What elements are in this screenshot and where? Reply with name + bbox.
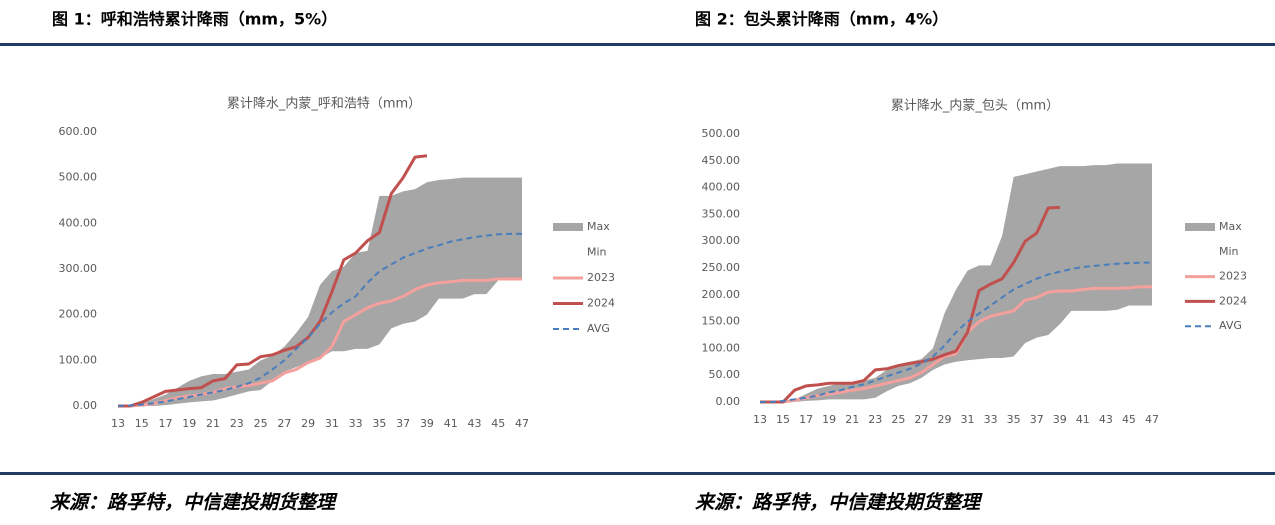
x-tick-label: 27 (914, 413, 928, 426)
y-tick-label: 300.00 (702, 234, 741, 247)
x-tick-label: 39 (420, 417, 434, 430)
series-line (760, 205, 1060, 404)
chart-title: 累计降水_内蒙_呼和浩特（mm） (227, 96, 421, 112)
legend-label: 2023 (587, 271, 615, 284)
legend-label: Min (587, 246, 607, 259)
x-tick-label: 25 (891, 413, 905, 426)
bottom-rule (0, 472, 1275, 475)
figure-caption: 图 1：呼和浩特累计降雨（mm，5%） (52, 10, 337, 29)
x-tick-label: 19 (822, 413, 836, 426)
x-tick-label: 39 (1053, 413, 1067, 426)
y-tick-label: 100.00 (59, 353, 98, 366)
x-tick-label: 29 (301, 417, 315, 430)
x-tick-label: 45 (491, 417, 505, 430)
y-tick-label: 300.00 (59, 262, 98, 275)
x-tick-label: 41 (1076, 413, 1090, 426)
top-rule (0, 43, 1275, 46)
legend-label: Max (587, 220, 610, 233)
x-tick-label: 15 (135, 417, 149, 430)
y-tick-label: 0.00 (716, 395, 741, 408)
legend-label: 2024 (1219, 294, 1247, 307)
x-tick-label: 19 (182, 417, 196, 430)
x-tick-label: 43 (1099, 413, 1113, 426)
area-band (760, 305, 1152, 402)
x-tick-label: 31 (325, 417, 339, 430)
x-tick-label: 17 (159, 417, 173, 430)
x-tick-label: 47 (1145, 413, 1159, 426)
y-tick-label: 350.00 (702, 207, 741, 220)
y-tick-label: 450.00 (702, 154, 741, 167)
legend-label: AVG (587, 322, 610, 335)
y-tick-label: 250.00 (702, 261, 741, 274)
legend-label: AVG (1219, 319, 1242, 332)
y-tick-label: 400.00 (59, 216, 98, 229)
x-tick-label: 27 (277, 417, 291, 430)
x-tick-label: 13 (111, 417, 125, 430)
x-tick-label: 43 (467, 417, 481, 430)
series-line (760, 285, 1152, 404)
x-tick-label: 33 (349, 417, 363, 430)
x-tick-label: 21 (206, 417, 220, 430)
legend-swatch (553, 248, 583, 257)
x-tick-label: 33 (984, 413, 998, 426)
x-tick-label: 15 (776, 413, 790, 426)
y-tick-label: 150.00 (702, 315, 741, 328)
x-tick-label: 37 (396, 417, 410, 430)
figure-caption: 图 2：包头累计降雨（mm，4%） (695, 10, 948, 29)
x-tick-label: 45 (1122, 413, 1136, 426)
x-tick-label: 41 (444, 417, 458, 430)
chart-title: 累计降水_内蒙_包头（mm） (891, 98, 1059, 114)
y-tick-label: 600.00 (59, 125, 98, 138)
series-line (118, 277, 522, 408)
legend-label: 2023 (1219, 270, 1247, 283)
x-tick-label: 23 (230, 417, 244, 430)
x-tick-label: 25 (254, 417, 268, 430)
y-tick-label: 50.00 (709, 368, 741, 381)
x-tick-label: 47 (515, 417, 529, 430)
x-tick-label: 35 (372, 417, 386, 430)
y-tick-label: 500.00 (702, 127, 741, 140)
y-tick-label: 100.00 (702, 341, 741, 354)
y-tick-label: 200.00 (702, 288, 741, 301)
source-note: 来源：路孚特，中信建投期货整理 (50, 492, 338, 514)
x-tick-label: 29 (937, 413, 951, 426)
series-line (760, 261, 1152, 403)
source-note: 来源：路孚特，中信建投期货整理 (695, 492, 983, 514)
x-tick-label: 37 (1030, 413, 1044, 426)
y-tick-label: 500.00 (59, 171, 98, 184)
area-band (118, 280, 522, 406)
legend-label: Max (1219, 220, 1242, 233)
x-tick-label: 23 (868, 413, 882, 426)
legend-label: 2024 (587, 297, 615, 310)
series-line (118, 154, 428, 408)
legend-swatch (1185, 223, 1215, 231)
x-tick-label: 31 (961, 413, 975, 426)
legend-swatch (1185, 247, 1215, 256)
legend-label: Min (1219, 245, 1239, 258)
legend-swatch (553, 223, 583, 231)
x-tick-label: 13 (753, 413, 767, 426)
x-tick-label: 21 (845, 413, 859, 426)
y-tick-label: 400.00 (702, 181, 741, 194)
y-tick-label: 200.00 (59, 308, 98, 321)
x-tick-label: 35 (1007, 413, 1021, 426)
y-tick-label: 0.00 (73, 399, 98, 412)
x-tick-label: 17 (799, 413, 813, 426)
